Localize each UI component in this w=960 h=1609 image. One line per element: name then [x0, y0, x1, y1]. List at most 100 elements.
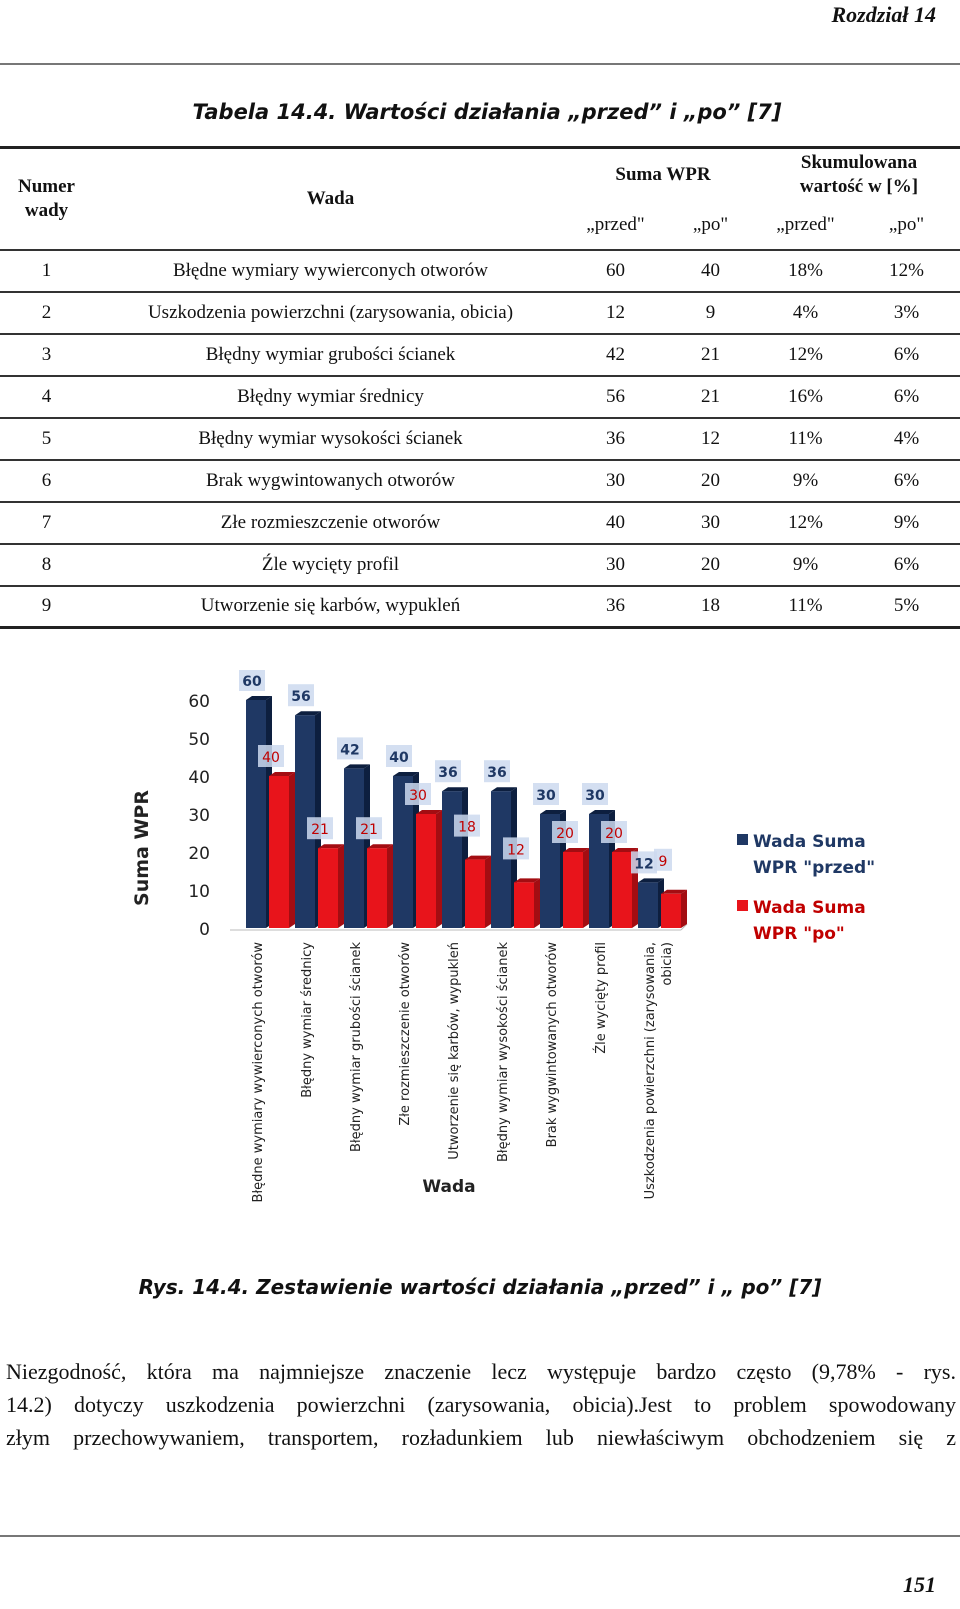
- cell-sum-before: 56: [568, 375, 663, 419]
- cell-defect: Złe rozmieszczenie otworów: [93, 501, 568, 545]
- cell-cum-after: 4%: [853, 417, 960, 461]
- data-label-before: 30: [585, 788, 605, 804]
- header-number: Numer wady: [0, 147, 93, 251]
- data-label-before: 40: [389, 750, 409, 766]
- y-tick-label: 40: [188, 768, 210, 788]
- bar-after-side: [387, 844, 393, 928]
- data-label-after: 20: [556, 826, 574, 842]
- wpr-chart: 0 10 20 30 40 50 60 Suma WPR 60 40 Błędne wymiary …: [0, 669, 960, 1230]
- bar-after-side: [485, 855, 491, 928]
- data-label-box: [435, 760, 461, 783]
- table-caption: Tabela 14.4. Wartości działania „przed” …: [192, 100, 782, 124]
- bar-before: [393, 776, 413, 928]
- data-label-box: [654, 848, 672, 871]
- header-sum-before: „przed": [568, 201, 663, 251]
- chart-floor-edge: [680, 923, 688, 931]
- bar-before-top: [393, 772, 419, 776]
- data-label-box: [552, 821, 578, 843]
- cell-cum-after: 6%: [853, 333, 960, 377]
- header-sum-wpr: Suma WPR: [615, 164, 711, 186]
- cell-cum-after: 6%: [853, 543, 960, 587]
- cell-sum-after: 9: [663, 291, 758, 335]
- legend-swatch-before: [737, 834, 748, 845]
- table-row: 6 Brak wygwintowanych otworów 30 20 9% 6%: [0, 459, 960, 503]
- bar-after: [661, 893, 681, 928]
- cell-number: 5: [0, 417, 93, 461]
- legend-swatch-after: [737, 900, 748, 911]
- cell-cum-after: 3%: [853, 291, 960, 335]
- bar-after-side: [436, 810, 442, 928]
- data-label-after: 40: [262, 750, 280, 766]
- y-tick-label: 10: [188, 882, 210, 902]
- data-label-before: 12: [634, 856, 653, 872]
- cell-sum-after: 30: [663, 501, 758, 545]
- bar-after-top: [563, 848, 589, 852]
- cell-defect: Błędny wymiar średnicy: [93, 375, 568, 419]
- header-cum-before: „przed": [758, 201, 853, 251]
- legend-label-after: Wada Suma: [753, 898, 866, 918]
- data-label-box: [239, 669, 265, 691]
- data-label-box: [582, 783, 608, 805]
- bar-after: [318, 848, 338, 928]
- bar-after: [465, 859, 485, 928]
- bar-after: [612, 852, 632, 928]
- bar-before: [295, 715, 315, 928]
- cell-sum-after: 20: [663, 543, 758, 587]
- x-tick-label: obicia): [660, 942, 675, 986]
- table-row: 3 Błędny wymiar grubości ścianek 42 21 12% 6%: [0, 333, 960, 377]
- data-label-before: 56: [291, 689, 310, 705]
- cell-sum-after: 20: [663, 459, 758, 503]
- header-cum-after: „po": [853, 201, 960, 251]
- bar-after-top: [318, 844, 344, 849]
- cell-sum-before: 60: [568, 249, 663, 293]
- cell-sum-before: 30: [568, 543, 663, 587]
- data-label-before: 36: [438, 765, 457, 781]
- figure-caption: Rys. 14.4. Zestawienie wartości działani…: [138, 1275, 822, 1299]
- y-tick-label: 30: [188, 806, 210, 826]
- y-tick-label: 0: [199, 920, 210, 940]
- data-label-after: 18: [458, 820, 476, 836]
- page-number: 151: [903, 1572, 936, 1597]
- data-label-box: [533, 783, 559, 805]
- bar-after-top: [269, 772, 295, 776]
- cell-cum-before: 12%: [758, 501, 853, 545]
- bar-after-side: [534, 878, 540, 928]
- x-tick-label: Źle wycięty profil: [593, 942, 609, 1054]
- x-tick-label: Utworzenie się karbów, wypukleń: [447, 942, 462, 1160]
- cell-number: 9: [0, 585, 93, 629]
- bar-before: [638, 882, 658, 928]
- footer-rule: [0, 1535, 960, 1537]
- bar-before-top: [295, 711, 321, 716]
- cell-sum-before: 42: [568, 333, 663, 377]
- cell-cum-before: 11%: [758, 585, 853, 629]
- table-row: 9 Utworzenie się karbów, wypukleń 36 18 11% 5…: [0, 585, 960, 629]
- x-tick-label: Złe rozmieszczenie otworów: [398, 942, 413, 1126]
- cell-cum-before: 16%: [758, 375, 853, 419]
- data-label-box: [288, 684, 314, 707]
- y-tick-label: 50: [188, 730, 210, 750]
- paragraph-line: Niezgodność, która ma najmniejsze znacze…: [6, 1359, 956, 1384]
- cell-number: 3: [0, 333, 93, 377]
- cell-defect: Błędny wymiar wysokości ścianek: [93, 417, 568, 461]
- cell-sum-before: 30: [568, 459, 663, 503]
- cell-sum-before: 12: [568, 291, 663, 335]
- header-rule: [0, 63, 960, 65]
- cell-sum-after: 12: [663, 417, 758, 461]
- data-label-after: 9: [659, 854, 668, 870]
- cell-cum-after: 5%: [853, 585, 960, 629]
- bar-after-top: [514, 878, 540, 883]
- x-tick-label: Brak wygwintowanych otworów: [545, 942, 560, 1148]
- bar-after-side: [289, 772, 295, 928]
- cell-cum-after: 12%: [853, 249, 960, 293]
- data-label-after: 30: [409, 788, 427, 804]
- data-label-before: 60: [242, 674, 262, 690]
- cell-number: 6: [0, 459, 93, 503]
- data-label-box: [601, 821, 627, 843]
- bar-after-top: [661, 889, 687, 894]
- x-axis-label: Wada: [422, 1177, 475, 1197]
- cell-number: 4: [0, 375, 93, 419]
- cell-number: 1: [0, 249, 93, 293]
- cell-number: 2: [0, 291, 93, 335]
- cell-defect: Błędny wymiar grubości ścianek: [93, 333, 568, 377]
- data-label-after: 21: [311, 822, 329, 838]
